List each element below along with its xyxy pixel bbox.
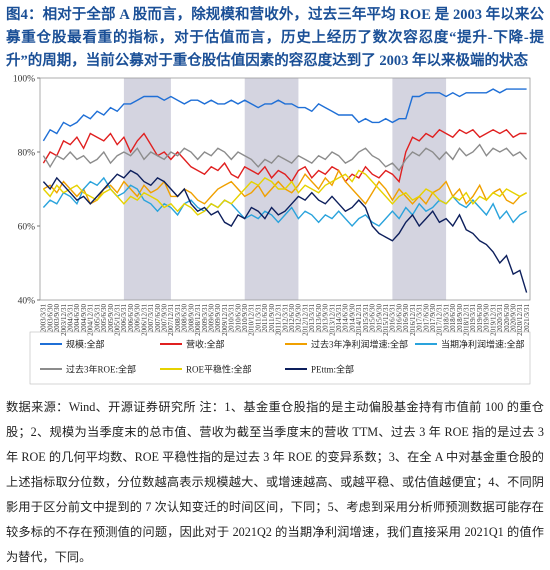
x-tick-label: 2003/6/30 (46, 304, 54, 333)
x-tick-label: 2018/9/30 (456, 304, 464, 333)
x-tick-label: 2021/3/31 (523, 304, 531, 333)
x-tick-label: 2016/9/30 (402, 304, 410, 333)
series-line (42, 88, 527, 142)
page: {"chart_data": { "type": "line", "title"… (6, 7, 544, 564)
x-tick-label: 2019/9/30 (483, 304, 491, 333)
x-tick-label: 2020/6/30 (503, 304, 511, 333)
x-tick-label: 2019/3/31 (469, 304, 477, 333)
x-tick-label: 2012/6/30 (288, 304, 296, 333)
y-tick-label: 60% (18, 223, 36, 233)
x-tick-label: 2010/6/30 (234, 304, 242, 333)
series-line (42, 143, 528, 172)
x-tick-label: 2019/6/30 (476, 304, 484, 333)
x-tick-label: 2008/12/31 (194, 304, 202, 336)
x-tick-label: 2004/9/30 (80, 304, 88, 333)
x-tick-label: 2011/12/31 (275, 304, 283, 336)
x-tick-label: 2009/12/31 (221, 304, 229, 336)
x-tick-label: 2005/9/30 (107, 304, 115, 333)
x-tick-label: 2009/3/31 (201, 304, 209, 333)
legend-box (29, 331, 531, 385)
legend-label: 当期净利润增速:全部 (441, 339, 525, 350)
legend-label: ROE平稳性:全部 (186, 364, 252, 375)
x-tick-label: 2010/3/31 (228, 304, 236, 333)
chart-title: 图4：相对于全部 A 股而言，除规模和营收外，过去三年平均 ROE 是 2003… (6, 7, 544, 69)
y-tick-label: 40% (18, 297, 36, 307)
plot-frame (39, 77, 531, 301)
x-tick-label: 2011/6/30 (261, 304, 269, 333)
x-tick-label: 2010/12/31 (248, 304, 256, 336)
x-tick-label: 2020/3/31 (496, 304, 504, 333)
x-tick-label: 2007/3/31 (147, 304, 155, 333)
y-tick-label: 100% (13, 75, 35, 85)
x-tick-label: 2014/3/31 (335, 304, 343, 333)
x-tick-label: 2010/9/30 (241, 304, 249, 333)
x-tick-label: 2016/3/31 (389, 304, 397, 333)
x-tick-label: 2003/9/30 (53, 304, 61, 333)
x-tick-label: 2017/9/30 (429, 304, 437, 333)
x-tick-label: 2013/3/31 (308, 304, 316, 333)
x-tick-label: 2006/3/31 (120, 304, 128, 333)
x-tick-label: 2008/3/31 (174, 304, 182, 333)
x-tick-label: 2007/9/30 (160, 304, 168, 333)
x-tick-label: 2006/12/31 (140, 304, 148, 336)
x-tick-label: 2013/12/31 (328, 304, 336, 336)
x-tick-label: 2013/6/30 (315, 304, 323, 333)
x-tick-label: 2006/9/30 (134, 304, 142, 333)
x-tick-label: 2016/12/31 (409, 304, 417, 336)
x-tick-label: 2012/12/31 (301, 304, 309, 336)
x-tick-label: 2017/6/30 (422, 304, 430, 333)
x-tick-label: 2012/3/31 (281, 304, 289, 333)
x-tick-label: 2004/12/31 (87, 304, 95, 336)
x-tick-label: 2012/9/30 (295, 304, 303, 333)
x-tick-label: 2018/3/31 (442, 304, 450, 333)
legend-label: 过去3年ROE:全部 (66, 364, 136, 375)
x-tick-label: 2003/3/31 (40, 304, 48, 333)
x-tick-label: 2014/9/30 (348, 304, 356, 333)
x-tick-label: 2004/6/30 (73, 304, 81, 333)
x-tick-label: 2017/3/31 (416, 304, 424, 333)
legend-label: 营收:全部 (186, 339, 225, 350)
x-tick-label: 2015/3/31 (362, 304, 370, 333)
x-tick-label: 2020/9/30 (510, 304, 518, 333)
x-tick-label: 2007/6/30 (154, 304, 162, 333)
x-tick-label: 2020/12/31 (516, 304, 524, 336)
x-tick-label: 2008/9/30 (187, 304, 195, 333)
series-line (42, 169, 528, 293)
legend-label: 过去3年净利润增速:全部 (311, 339, 408, 350)
x-tick-label: 2009/6/30 (207, 304, 215, 333)
source-note: 数据来源：Wind、开源证券研究所 注：1、基金重仓股指的是主动偏股基金持有市值… (6, 400, 544, 564)
x-tick-label: 2016/6/30 (395, 304, 403, 333)
series-line (42, 169, 527, 216)
legend-label: 规模:全部 (66, 339, 105, 350)
shaded-period (392, 78, 447, 300)
x-tick-label: 2008/6/30 (181, 304, 189, 333)
x-tick-label: 2011/3/31 (254, 304, 262, 333)
x-tick-label: 2017/12/31 (436, 304, 444, 336)
x-tick-label: 2015/9/30 (375, 304, 383, 333)
chart: 40% 60% 80% 100% 2003/3/312003/6/302003/9/30… (13, 75, 531, 385)
x-tick-label: 2009/9/30 (214, 304, 222, 333)
x-tick-label: 2005/3/31 (93, 304, 101, 333)
x-tick-label: 2019/12/31 (489, 304, 497, 336)
series-line (42, 128, 527, 184)
x-tick-label: 2015/12/31 (382, 304, 390, 336)
x-tick-label: 2006/6/30 (127, 304, 135, 333)
x-tick-label: 2015/6/30 (369, 304, 377, 333)
x-tick-label: 2007/12/31 (167, 304, 175, 336)
x-tick-label: 2013/9/30 (322, 304, 330, 333)
y-tick-label: 80% (18, 149, 36, 159)
x-tick-label: 2003/12/31 (60, 304, 68, 336)
x-tick-label: 2005/6/30 (100, 304, 108, 333)
x-tick-label: 2011/9/30 (268, 304, 276, 333)
x-tick-label: 2004/3/31 (67, 304, 75, 333)
x-tick-label: 2005/12/31 (113, 304, 121, 336)
legend-label: PEttm:全部 (311, 364, 354, 375)
x-tick-label: 2014/6/30 (342, 304, 350, 333)
x-tick-label: 2018/12/31 (463, 304, 471, 336)
x-tick-label: 2018/6/30 (449, 304, 457, 333)
x-tick-label: 2014/12/31 (355, 304, 363, 336)
